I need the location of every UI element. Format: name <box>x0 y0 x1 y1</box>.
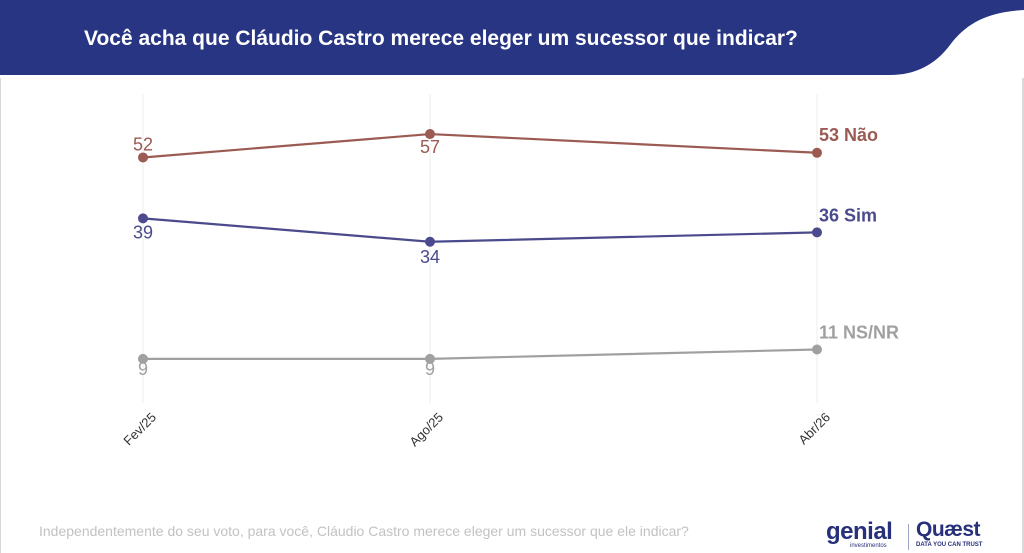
x-tick-label: Abr/26 <box>795 410 833 448</box>
point-nao <box>425 129 435 140</box>
header-shape <box>0 0 1024 75</box>
point-nsnr <box>138 353 148 364</box>
quaest-logo: Quæst <box>916 518 981 541</box>
data-label: 9 <box>138 359 148 379</box>
data-label: 9 <box>425 359 435 379</box>
data-label: 52 <box>133 134 153 154</box>
logo-separator <box>908 524 909 550</box>
series-line-sim <box>142 217 818 243</box>
quaest-logo-tagline: DATA YOU CAN TRUST <box>916 542 983 548</box>
data-label: 34 <box>420 247 440 267</box>
series-line-nao <box>142 132 818 159</box>
series-end-label: 11 NS/NR <box>819 322 899 342</box>
line-chart: Fev/25 Ago/25 Abr/26 52 57 53 Não 39 34 36 Sim 9 9… <box>120 94 899 450</box>
point-nsnr <box>812 344 822 355</box>
point-sim <box>812 227 822 238</box>
point-sim <box>138 213 148 224</box>
genial-logo-subtitle: investimentos <box>850 543 887 549</box>
x-tick-label: Ago/25 <box>406 410 446 450</box>
header-banner: Você acha que Cláudio Castro merece eleg… <box>0 0 1024 78</box>
genial-logo: genial <box>826 518 893 545</box>
point-nao <box>138 152 148 163</box>
point-nao <box>812 147 822 158</box>
point-sim <box>425 236 435 247</box>
series-end-label: 53 Não <box>819 125 878 145</box>
data-label: 57 <box>420 137 440 157</box>
x-tick-label: Fev/25 <box>120 410 159 449</box>
logos: genial investimentos Quæst DATA YOU CAN … <box>826 518 1001 552</box>
series-end-label: 36 Sim <box>819 205 877 225</box>
point-nsnr <box>425 353 435 364</box>
series-line-nsnr <box>143 348 818 360</box>
chart-title: Você acha que Cláudio Castro merece eleg… <box>84 27 798 50</box>
question-footnote: Independentemente do seu voto, para você… <box>39 523 689 539</box>
data-label: 39 <box>133 222 153 242</box>
